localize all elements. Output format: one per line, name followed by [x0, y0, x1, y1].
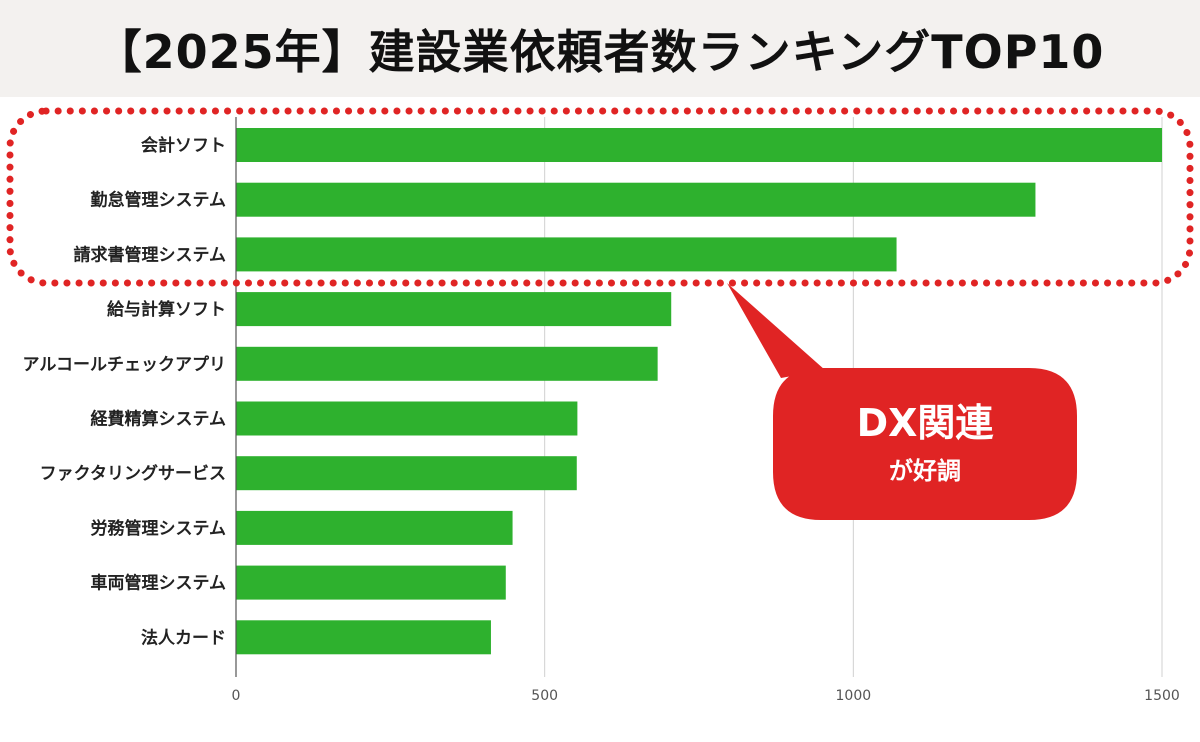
callout-subtitle: が好調 — [889, 457, 961, 485]
bar — [236, 237, 897, 272]
bar — [236, 182, 1036, 217]
category-label: 勤怠管理システム — [91, 190, 227, 211]
x-tick-label: 1500 — [1144, 688, 1180, 704]
x-tick-labels: 0 500 1000 1500 — [232, 688, 1180, 704]
category-labels: 会計ソフト勤怠管理システム請求書管理システム給与計算ソフトアルコールチェックアプ… — [23, 135, 227, 648]
category-label: 労務管理システム — [91, 518, 227, 539]
bar — [236, 128, 1162, 162]
x-tick-label: 500 — [531, 688, 558, 704]
category-label: 会計ソフト — [141, 135, 226, 156]
bar — [236, 565, 506, 600]
category-label: 車両管理システム — [91, 573, 227, 594]
category-label: 請求書管理システム — [74, 244, 227, 265]
bar — [236, 620, 491, 655]
bar — [236, 510, 513, 545]
bar — [236, 401, 578, 436]
bars — [236, 128, 1162, 655]
category-label: ファクタリングサービス — [40, 463, 226, 484]
header-band — [0, 0, 1200, 97]
bar-chart: 会計ソフト勤怠管理システム請求書管理システム給与計算ソフトアルコールチェックアプ… — [6, 107, 1194, 704]
highlight-dotted-box — [6, 107, 1194, 287]
bar — [236, 346, 658, 381]
page-title: 【2025年】建設業依頼者数ランキングTOP10 — [95, 24, 1105, 79]
callout-bubble — [727, 283, 1077, 520]
category-label: 法人カード — [141, 627, 226, 648]
category-label: 経費精算システム — [91, 409, 227, 430]
callout: DX関連 が好調 — [727, 283, 1077, 520]
x-tick-label: 1000 — [836, 688, 872, 704]
category-label: アルコールチェックアプリ — [23, 354, 227, 375]
category-label: 給与計算ソフト — [107, 299, 226, 320]
callout-title: DX関連 — [857, 401, 995, 445]
bar — [236, 456, 577, 491]
x-tick-label: 0 — [232, 688, 241, 704]
bar — [236, 292, 672, 327]
